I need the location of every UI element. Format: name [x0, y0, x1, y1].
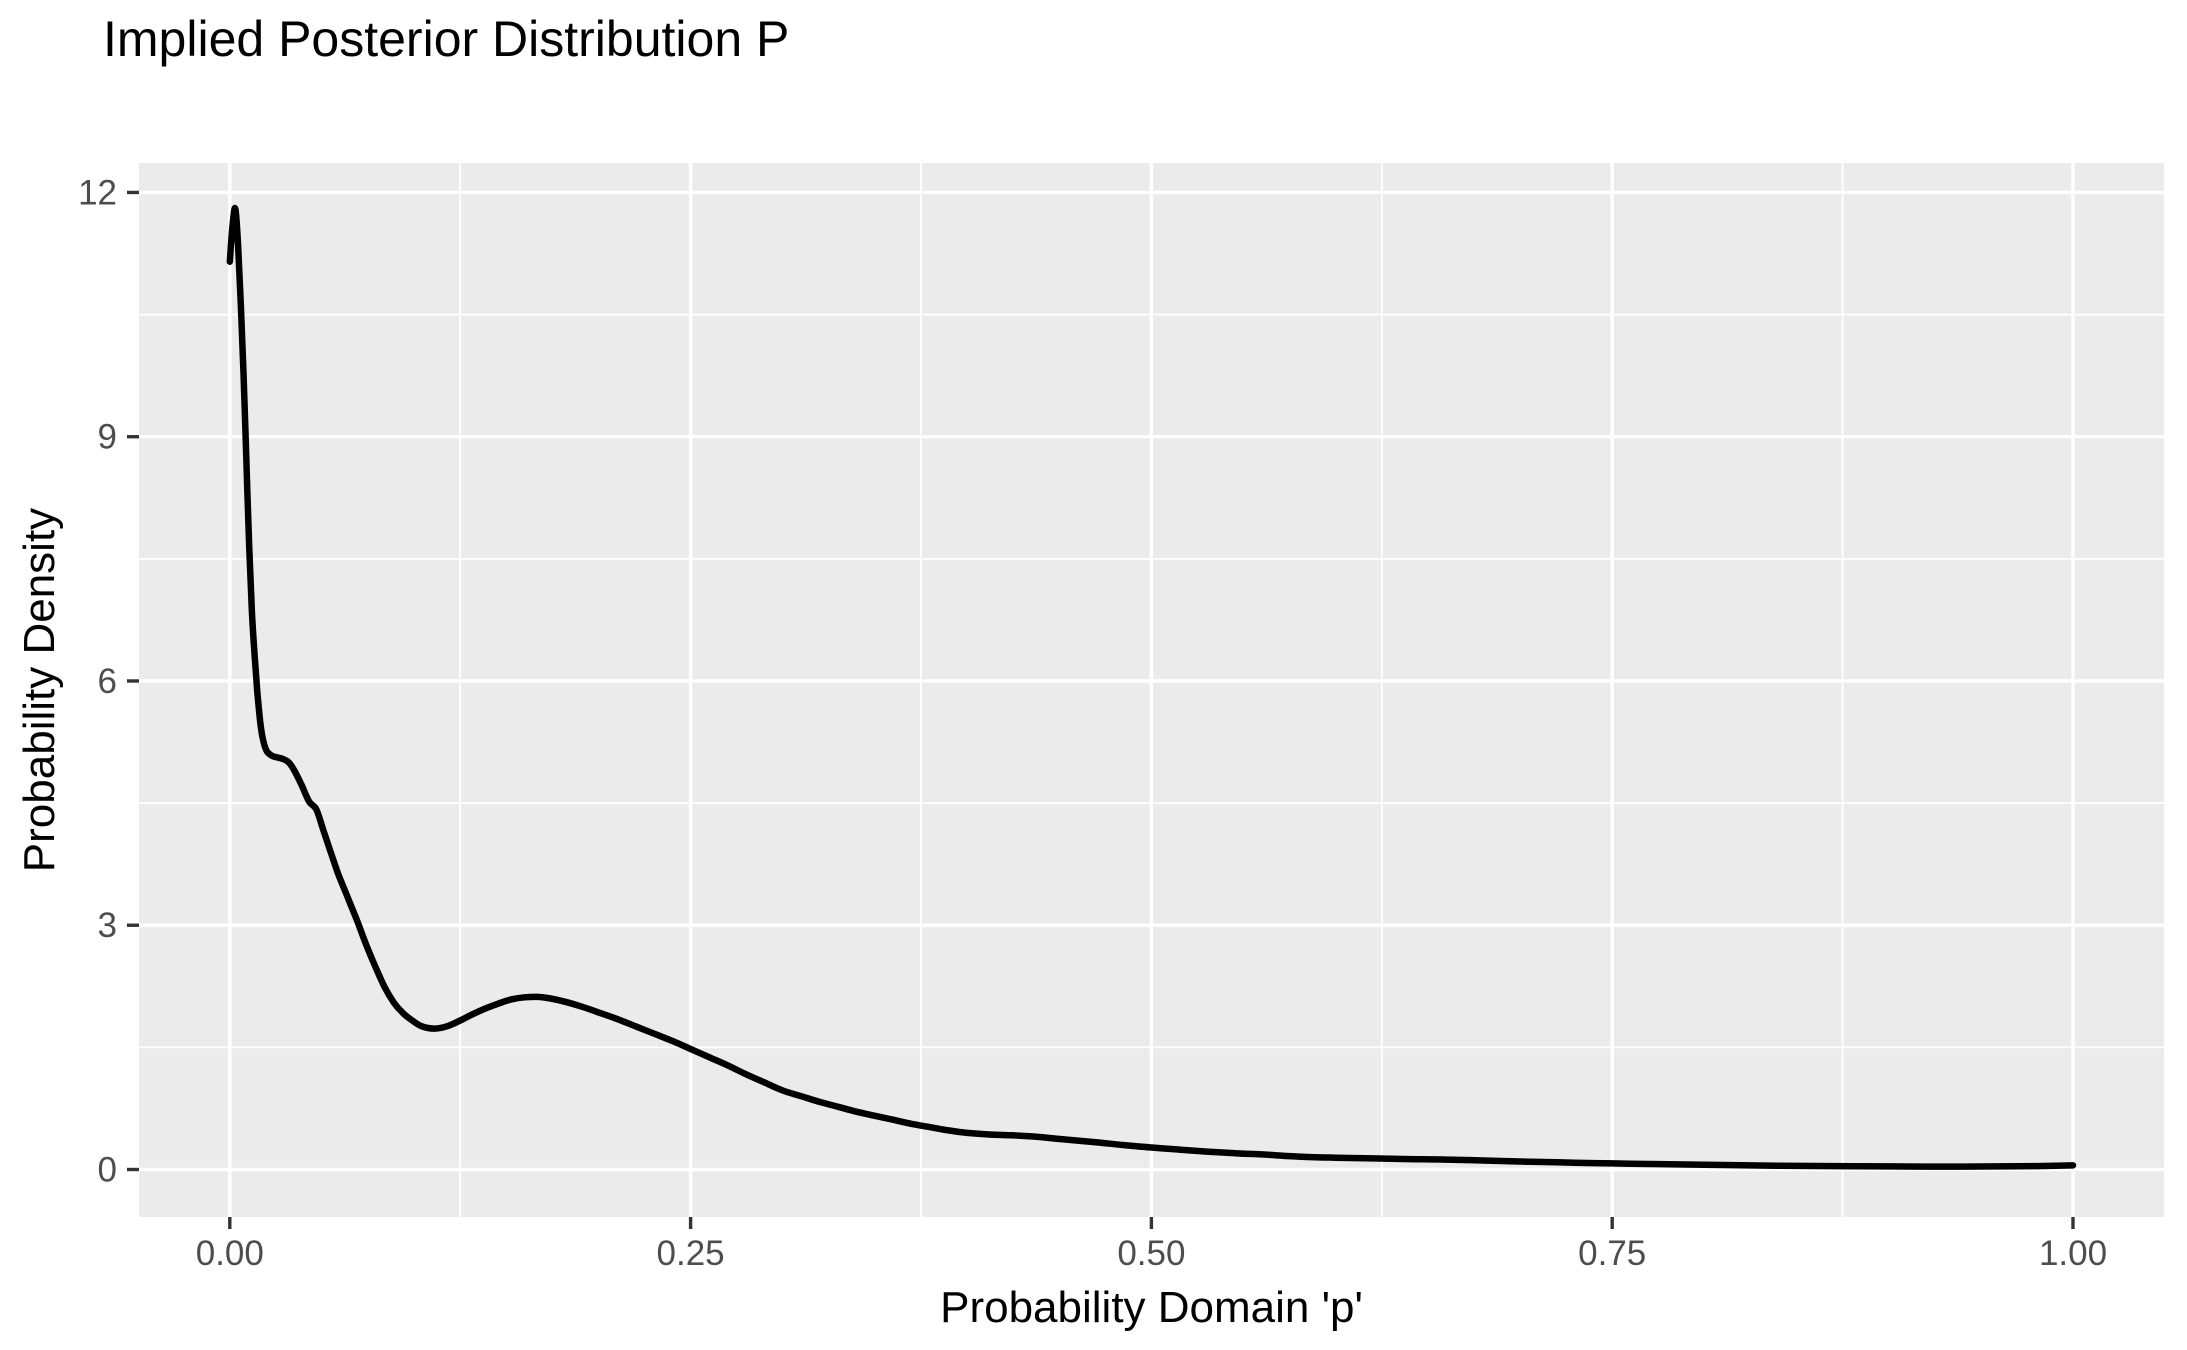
y-tick-label: 12 [78, 173, 117, 212]
x-tick-label: 0.75 [1578, 1234, 1646, 1273]
plot-title: Implied Posterior Distribution P [103, 11, 790, 67]
x-tick-label: 0.25 [657, 1234, 725, 1273]
y-tick-label: 9 [98, 418, 117, 457]
y-tick-label: 6 [98, 662, 117, 701]
y-tick-label: 3 [98, 906, 117, 945]
y-tick-label: 0 [98, 1151, 117, 1190]
x-tick-label: 0.50 [1117, 1234, 1185, 1273]
x-tick-label: 1.00 [2039, 1234, 2107, 1273]
density-curve [226, 204, 2077, 1170]
x-tick-label: 0.00 [196, 1234, 264, 1273]
x-axis-title: Probability Domain 'p' [940, 1283, 1363, 1332]
